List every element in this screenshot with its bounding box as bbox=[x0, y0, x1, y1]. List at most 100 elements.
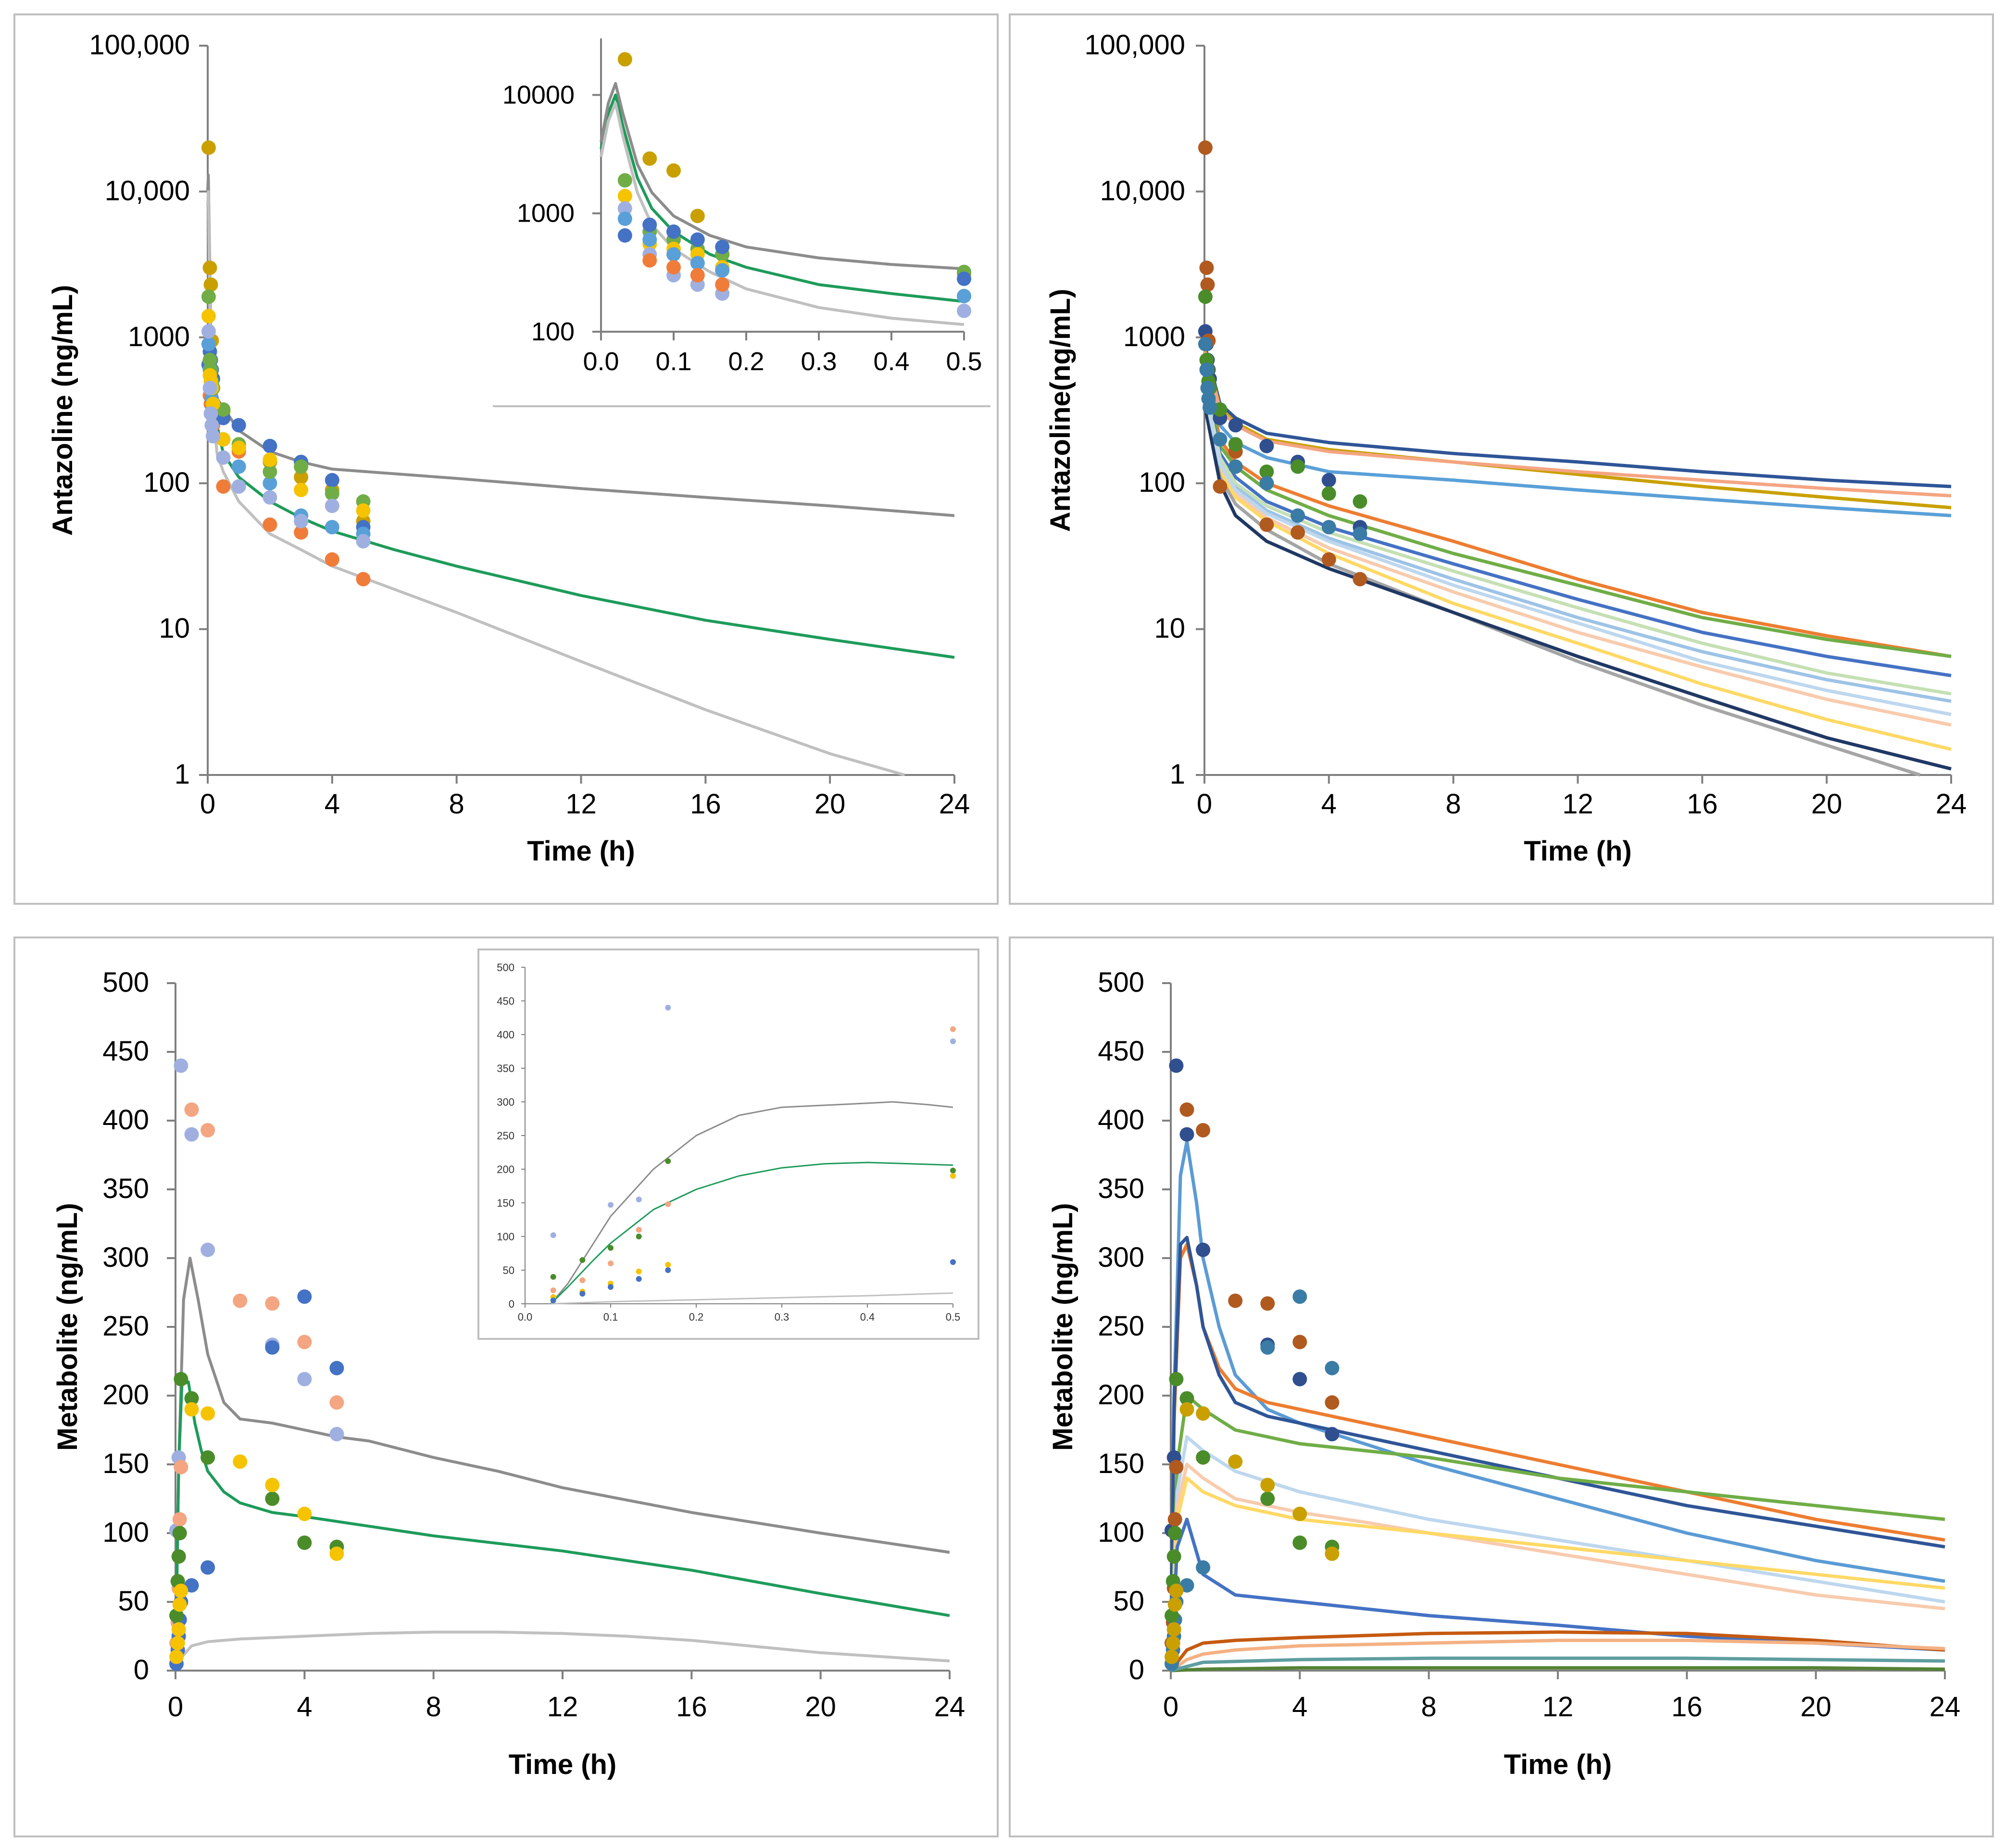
data-point bbox=[665, 1158, 671, 1164]
data-point bbox=[325, 552, 339, 567]
data-point bbox=[174, 1460, 188, 1474]
series-line bbox=[1203, 351, 1952, 498]
x-axis-title: Time (h) bbox=[509, 1749, 617, 1780]
series-line bbox=[1170, 1666, 1945, 1673]
x-tick-label: 0.1 bbox=[655, 347, 691, 376]
chart-antazoline-observed: 0 4 8 12 16 20 24 1 10 100 1000 10,000 100,000 Time (… bbox=[47, 29, 970, 867]
data-point bbox=[329, 1361, 344, 1375]
data-point bbox=[325, 520, 339, 535]
y-tick-label: 400 bbox=[102, 1104, 149, 1136]
data-point bbox=[950, 1167, 956, 1174]
y-tick-label: 350 bbox=[497, 1062, 514, 1074]
y-tick-label: 400 bbox=[1098, 1104, 1144, 1136]
series-line bbox=[1203, 359, 1952, 517]
x-tick-label: 0.5 bbox=[946, 347, 982, 376]
data-point bbox=[329, 1427, 344, 1442]
x-axis-title: Time (h) bbox=[1524, 836, 1632, 867]
data-point bbox=[579, 1291, 586, 1297]
chart-metabolite-observed: 0 4 8 12 16 20 24 0 50 100 150 200 250 300 350 400 450 50… bbox=[52, 967, 965, 1780]
x-tick-label: 0.0 bbox=[518, 1311, 533, 1323]
data-point bbox=[1198, 140, 1213, 155]
series-line bbox=[1169, 1476, 1945, 1671]
data-point bbox=[201, 289, 216, 304]
data-point bbox=[329, 1395, 344, 1410]
data-point bbox=[957, 288, 971, 303]
data-point bbox=[294, 470, 309, 485]
series-line bbox=[1203, 395, 1952, 751]
data-point bbox=[231, 479, 246, 494]
y-tick-label: 250 bbox=[102, 1311, 149, 1342]
data-point bbox=[1291, 525, 1305, 540]
y-tick-label: 1000 bbox=[517, 199, 575, 228]
data-point bbox=[325, 473, 339, 487]
data-point bbox=[636, 1268, 642, 1274]
data-point bbox=[201, 309, 216, 324]
x-axis-title: Time (h) bbox=[527, 836, 635, 867]
data-point bbox=[636, 1197, 642, 1202]
series-line bbox=[1203, 383, 1952, 696]
y-tick-label: 1000 bbox=[128, 321, 190, 352]
series-line bbox=[1169, 1517, 1945, 1671]
y-tick-label: 10 bbox=[159, 613, 190, 644]
series-line bbox=[550, 1161, 953, 1305]
data-point bbox=[216, 479, 231, 494]
data-point bbox=[642, 151, 657, 166]
data-point bbox=[297, 1507, 312, 1521]
y-tick-label: 150 bbox=[497, 1197, 514, 1209]
data-point bbox=[1179, 1578, 1194, 1593]
series-line bbox=[1203, 398, 1921, 777]
data-point bbox=[172, 1526, 187, 1540]
data-point bbox=[265, 1296, 280, 1311]
data-point bbox=[1228, 1293, 1243, 1308]
data-point bbox=[1167, 1512, 1182, 1527]
data-point bbox=[1196, 1406, 1211, 1421]
data-point bbox=[690, 209, 705, 224]
x-tick-label: 4 bbox=[325, 788, 340, 820]
data-point bbox=[636, 1276, 642, 1282]
data-point bbox=[1198, 289, 1213, 304]
x-tick-label: 4 bbox=[1292, 1691, 1307, 1723]
x-tick-label: 0.3 bbox=[775, 1311, 789, 1323]
data-point bbox=[1179, 1402, 1194, 1417]
data-point bbox=[1259, 517, 1274, 532]
chart-antazoline-inset: 0.0 0.1 0.2 0.3 0.4 0.5 100 1000 10000 bbox=[502, 38, 982, 376]
y-tick-label: 300 bbox=[102, 1242, 149, 1273]
data-point bbox=[263, 438, 277, 453]
data-point bbox=[1353, 572, 1367, 587]
x-tick-label: 20 bbox=[1811, 788, 1842, 820]
data-point bbox=[1260, 1340, 1275, 1355]
data-point bbox=[184, 1102, 199, 1117]
x-tick-label: 0.3 bbox=[801, 347, 837, 376]
x-tick-label: 8 bbox=[449, 788, 464, 820]
y-tick-label: 200 bbox=[1098, 1379, 1144, 1411]
x-tick-label: 8 bbox=[1446, 788, 1461, 820]
data-point bbox=[550, 1287, 556, 1293]
panel-frame-bottom-left bbox=[13, 936, 999, 1837]
x-tick-label: 0 bbox=[1163, 1691, 1178, 1723]
data-point bbox=[1228, 1454, 1243, 1469]
series-line bbox=[1170, 1638, 1945, 1672]
data-point bbox=[206, 429, 220, 444]
data-point bbox=[201, 324, 216, 339]
data-point bbox=[1199, 362, 1214, 377]
chart-metabolite-simulations: 0 4 8 12 16 20 24 0 50 100 150 200 250 300 350 400 450 50… bbox=[1047, 967, 1960, 1780]
series-line bbox=[1169, 1394, 1945, 1671]
series-line bbox=[600, 93, 965, 303]
data-point bbox=[200, 1450, 215, 1465]
data-point bbox=[1169, 1460, 1184, 1474]
y-tick-label: 450 bbox=[102, 1036, 149, 1067]
data-point bbox=[1203, 400, 1217, 415]
data-point bbox=[1167, 1526, 1182, 1540]
x-tick-label: 0.4 bbox=[873, 347, 909, 376]
series-line bbox=[1203, 403, 1952, 771]
chart-antazoline-simulations: 0 4 8 12 16 20 24 1 10 100 1000 10,000 100,000 Time (… bbox=[1045, 29, 1967, 867]
x-tick-label: 8 bbox=[426, 1691, 441, 1723]
series-line bbox=[1169, 1462, 1945, 1671]
y-tick-label: 10 bbox=[1154, 613, 1185, 644]
data-point bbox=[1321, 486, 1336, 501]
x-tick-label: 8 bbox=[1421, 1691, 1437, 1723]
data-point bbox=[265, 1340, 280, 1355]
y-tick-label: 300 bbox=[1098, 1242, 1144, 1273]
data-point bbox=[1196, 1450, 1211, 1465]
x-tick-label: 0.5 bbox=[946, 1311, 961, 1323]
